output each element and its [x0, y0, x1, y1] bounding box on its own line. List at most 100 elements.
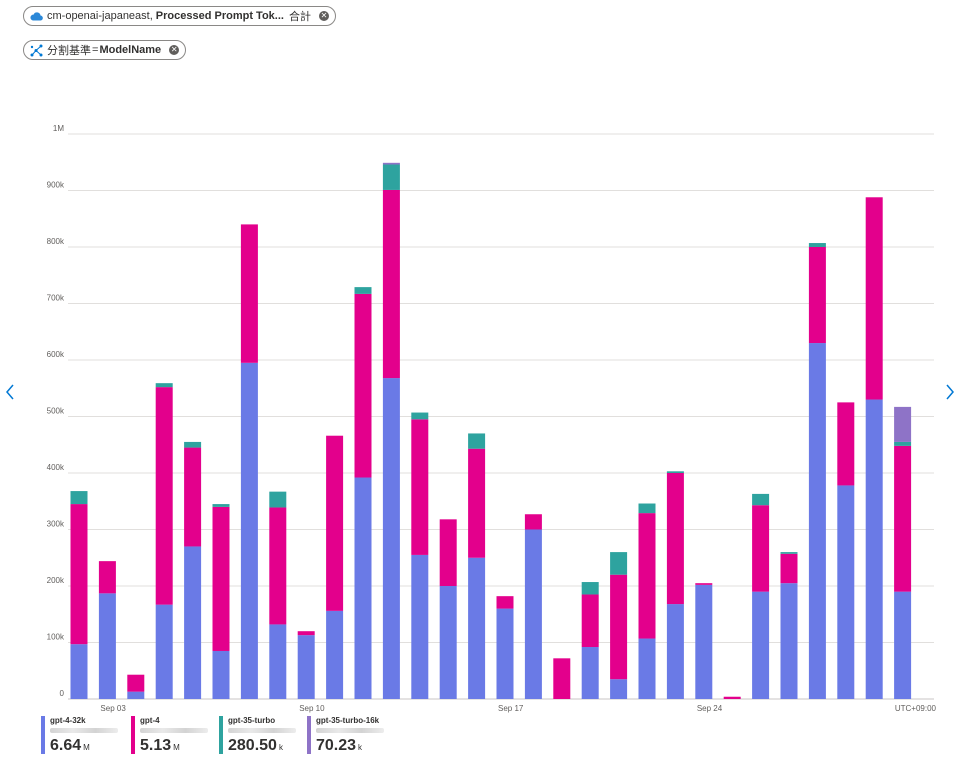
bar-segment-gpt-4-32k — [468, 557, 486, 699]
bar-segment-gpt-4 — [553, 658, 571, 699]
bar-segment-gpt-4-32k — [638, 638, 656, 699]
bar-segment-gpt-4 — [326, 435, 344, 611]
legend-total-value: 280.50 k — [228, 737, 283, 754]
cloud-icon — [30, 10, 43, 23]
bar-segment-gpt-35-turbo — [155, 383, 173, 388]
y-tick-label: 100k — [47, 633, 65, 642]
legend-color-swatch — [131, 716, 135, 754]
y-tick-label: 900k — [47, 181, 65, 190]
legend-item-gpt-35-turbo[interactable]: gpt-35-turbo 280.50 k — [219, 716, 296, 756]
chevron-left-icon[interactable] — [2, 380, 18, 404]
x-tick-label: Sep 24 — [697, 704, 723, 713]
bar-segment-gpt-35-turbo-16k — [382, 162, 400, 165]
bar-segment-gpt-4 — [837, 402, 855, 486]
bar-segment-gpt-4-32k — [411, 554, 429, 699]
bar-segment-gpt-4-32k — [752, 591, 770, 699]
bar-segment-gpt-4-32k — [212, 650, 230, 699]
bar-segment-gpt-4-32k — [666, 604, 684, 699]
bar-segment-gpt-4 — [780, 553, 798, 584]
bar-segment-gpt-4-32k — [155, 604, 173, 699]
bar-segment-gpt-4-32k — [382, 378, 400, 699]
y-tick-label: 400k — [47, 463, 65, 472]
bar-segment-gpt-4 — [524, 514, 542, 530]
bar-segment-gpt-4 — [240, 224, 258, 363]
bar-segment-gpt-35-turbo — [411, 412, 429, 420]
bar-segment-gpt-35-turbo — [269, 491, 287, 508]
bar-segment-gpt-4 — [894, 445, 912, 592]
bar-segment-gpt-4-32k — [610, 679, 628, 699]
bar-segment-gpt-4-32k — [326, 610, 344, 699]
resource-name: cm-openai-japaneast, — [47, 10, 153, 22]
legend-item-gpt-4[interactable]: gpt-4 5.13 M — [131, 716, 208, 756]
legend-total-value: 70.23 k — [316, 737, 363, 754]
bar-segment-gpt-35-turbo — [581, 582, 599, 595]
bar-segment-gpt-4-32k — [439, 586, 457, 699]
bar-segment-gpt-35-turbo — [894, 441, 912, 446]
close-icon[interactable]: ✕ — [169, 45, 180, 55]
bar-segment-gpt-4-32k — [70, 644, 88, 699]
stacked-bar-chart: 0 100k 200k 300k 400k 500k 600k 700k 800k 900k 1M S… — [47, 124, 937, 713]
legend-blurred-resource — [50, 728, 118, 733]
legend-blurred-resource — [316, 728, 384, 733]
close-icon[interactable]: ✕ — [318, 11, 329, 21]
legend-item-gpt-35-turbo-16k[interactable]: gpt-35-turbo-16k 70.23 k — [307, 716, 384, 756]
aggregation-label: 合計 — [288, 11, 311, 23]
bar-segment-gpt-4-32k — [297, 635, 315, 699]
resource-metric-filter-pill[interactable]: cm-openai-japaneast, Processed Prompt To… — [23, 6, 336, 26]
bar-segment-gpt-4 — [808, 247, 826, 344]
bar-segment-gpt-4-32k — [98, 593, 116, 699]
bar-segment-gpt-4 — [354, 293, 372, 478]
legend-series-name: gpt-4-32k — [50, 716, 86, 725]
bar-segment-gpt-4 — [269, 507, 287, 625]
legend-color-swatch — [41, 716, 45, 754]
bar-segment-gpt-4 — [468, 448, 486, 558]
bar-segment-gpt-4 — [723, 696, 741, 699]
legend-color-swatch — [219, 716, 223, 754]
bar-segment-gpt-4 — [610, 574, 628, 680]
legend-series-name: gpt-35-turbo — [228, 716, 276, 725]
bar-segment-gpt-4-32k — [127, 691, 145, 699]
x-tick-label: Sep 03 — [100, 704, 126, 713]
y-tick-label: 0 — [60, 689, 65, 698]
bar-segment-gpt-4-32k — [780, 583, 798, 699]
bar-segment-gpt-4 — [638, 513, 656, 639]
legend-series-name: gpt-35-turbo-16k — [316, 716, 380, 725]
bar-segment-gpt-35-turbo — [382, 164, 400, 190]
bar-segment-gpt-4 — [184, 447, 202, 547]
bar-segment-gpt-4-32k — [837, 485, 855, 699]
bar-segment-gpt-4 — [127, 674, 145, 692]
bar-segment-gpt-35-turbo-16k — [894, 406, 912, 442]
bar-segment-gpt-35-turbo — [354, 287, 372, 294]
bar-segment-gpt-4 — [581, 594, 599, 648]
legend-blurred-resource — [228, 728, 296, 733]
bar-segment-gpt-35-turbo — [666, 471, 684, 473]
split-operator: = — [92, 44, 99, 56]
bar-segment-gpt-35-turbo — [808, 243, 826, 247]
bar-segment-gpt-4-32k — [894, 591, 912, 699]
bar-segment-gpt-4 — [155, 387, 173, 605]
bar-segment-gpt-35-turbo — [184, 441, 202, 448]
bar-segment-gpt-4-32k — [496, 608, 514, 699]
legend-total-value: 5.13 M — [140, 737, 180, 754]
bar-segment-gpt-4-32k — [524, 529, 542, 699]
bar-segment-gpt-4 — [382, 189, 400, 379]
bar-segment-gpt-4-32k — [354, 477, 372, 699]
split-icon — [30, 44, 43, 57]
timezone-label: UTC+09:00 — [895, 704, 937, 713]
metric-name: Processed Prompt Tok... — [155, 10, 284, 22]
y-tick-label: 1M — [53, 124, 64, 133]
bar-segment-gpt-4 — [297, 631, 315, 636]
legend-series-name: gpt-4 — [140, 716, 160, 725]
bar-segment-gpt-4-32k — [865, 399, 883, 699]
y-tick-label: 500k — [47, 407, 65, 416]
bar-segment-gpt-4 — [439, 519, 457, 586]
legend-blurred-resource — [140, 728, 208, 733]
split-filter-pill[interactable]: 分割基準 = ModelName ✕ — [23, 40, 187, 60]
bar-segment-gpt-4 — [496, 596, 514, 609]
legend-total-value: 6.64 M — [50, 737, 90, 754]
bar-segment-gpt-4 — [695, 583, 713, 585]
legend-item-gpt-4-32k[interactable]: gpt-4-32k 6.64 M — [41, 716, 118, 756]
split-value: ModelName — [99, 44, 162, 56]
bar-segment-gpt-4-32k — [184, 546, 202, 699]
chevron-right-icon[interactable] — [942, 380, 958, 404]
